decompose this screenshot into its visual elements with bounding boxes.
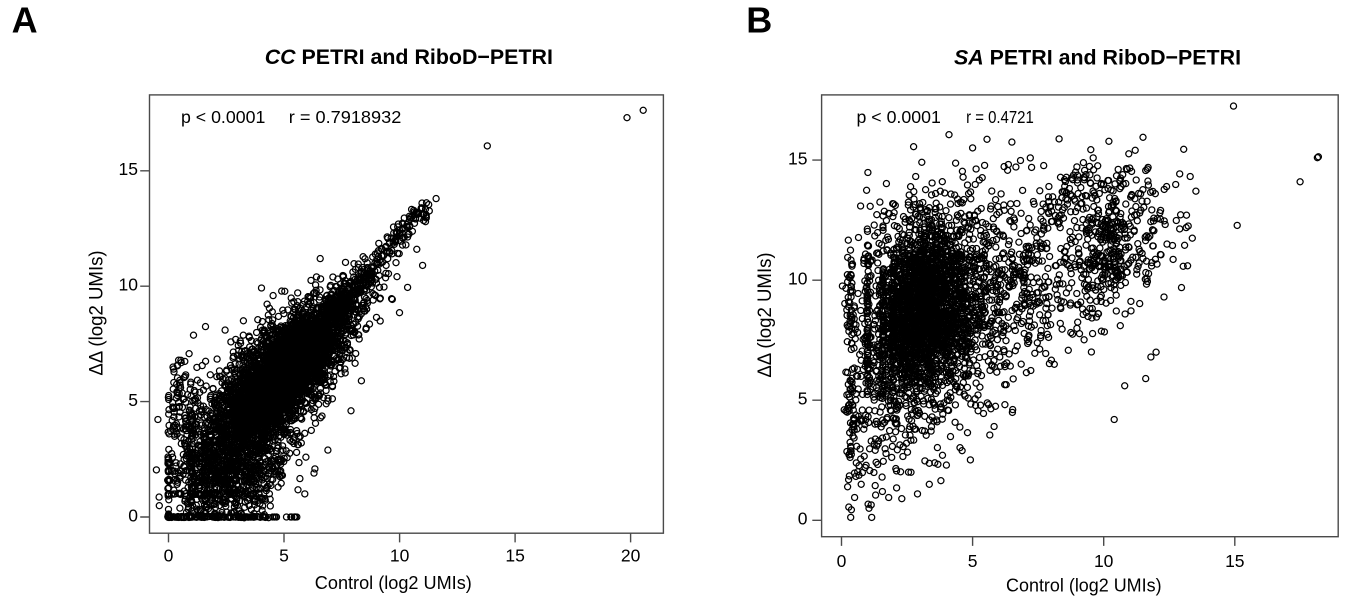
svg-text:15: 15 [505, 546, 524, 566]
svg-text:15: 15 [1225, 551, 1244, 571]
svg-text:0: 0 [837, 551, 847, 571]
svg-text:0: 0 [128, 505, 138, 525]
svg-text:Control (log2 UMIs): Control (log2 UMIs) [1006, 576, 1162, 596]
svg-text:p < 0.0001: p < 0.0001 [857, 107, 941, 127]
svg-text:ΔΔ (log2 UMIs): ΔΔ (log2 UMIs) [755, 252, 776, 377]
svg-text:r = 0.4721: r = 0.4721 [966, 107, 1034, 127]
svg-text:Control (log2 UMIs): Control (log2 UMIs) [315, 573, 472, 593]
svg-text:10: 10 [390, 546, 410, 566]
svg-text:15: 15 [788, 149, 807, 169]
svg-text:SA PETRI and RiboD−PETRI: SA PETRI and RiboD−PETRI [954, 46, 1241, 70]
svg-text:CC PETRI and RiboD−PETRI: CC PETRI and RiboD−PETRI [265, 45, 553, 69]
svg-text:ΔΔ (log2 UMIs): ΔΔ (log2 UMIs) [86, 250, 107, 375]
svg-text:A: A [12, 0, 38, 41]
svg-text:15: 15 [119, 159, 138, 179]
svg-text:p < 0.0001: p < 0.0001 [181, 107, 265, 127]
svg-text:5: 5 [279, 546, 289, 566]
svg-text:r = 0.7918932: r = 0.7918932 [289, 107, 402, 127]
svg-text:0: 0 [164, 546, 174, 566]
svg-text:20: 20 [621, 546, 641, 566]
svg-text:5: 5 [128, 390, 138, 410]
svg-text:0: 0 [798, 509, 808, 529]
svg-text:B: B [746, 0, 772, 41]
svg-text:10: 10 [788, 269, 808, 289]
svg-text:5: 5 [968, 551, 978, 571]
svg-text:5: 5 [798, 389, 808, 409]
svg-text:10: 10 [119, 275, 139, 295]
svg-text:10: 10 [1094, 551, 1114, 571]
